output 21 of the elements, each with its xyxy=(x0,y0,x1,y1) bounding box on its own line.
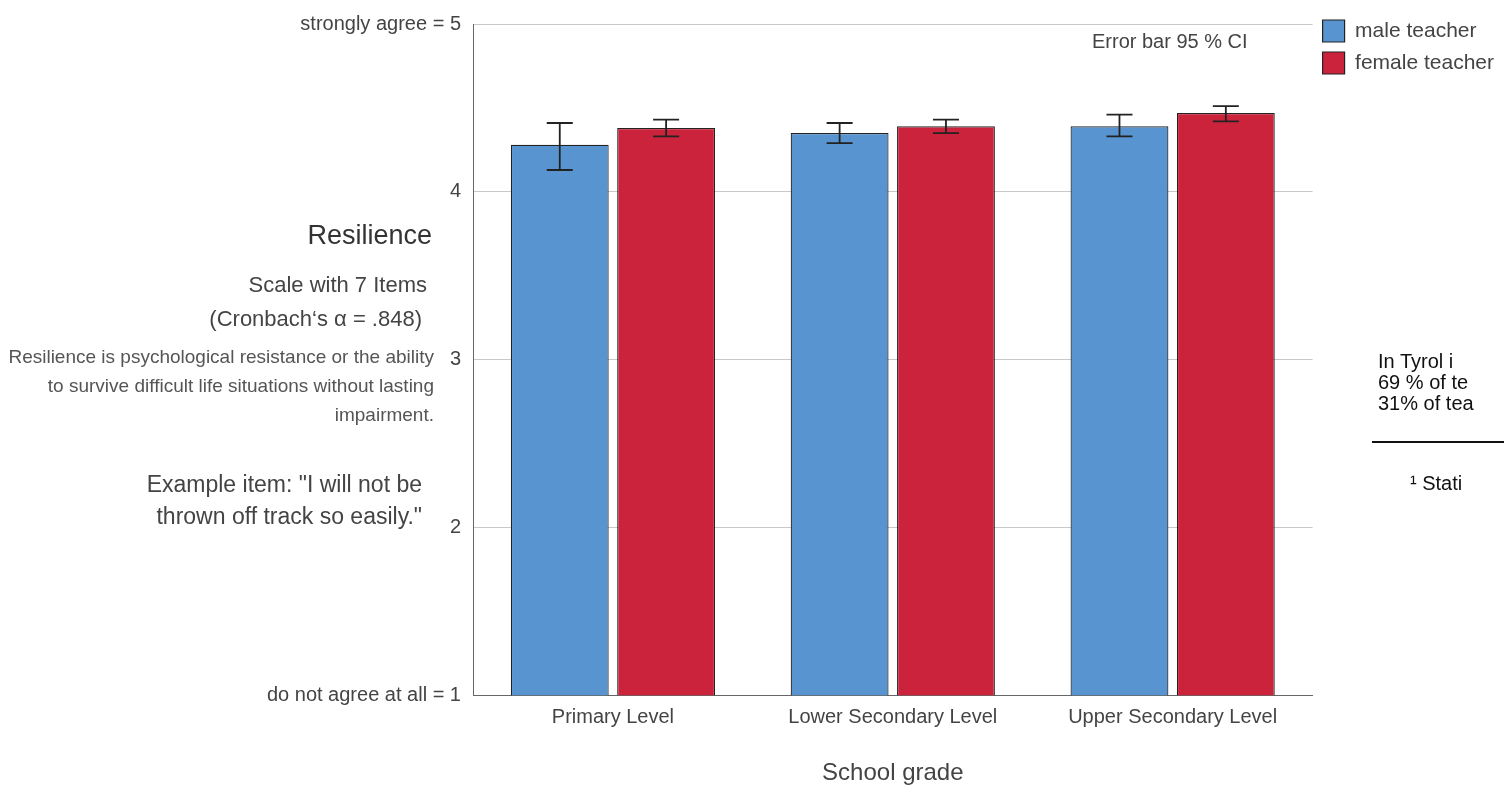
y-tick-label: 3 xyxy=(449,347,461,370)
text: Example item: "I will not be thrown off track so easily." xyxy=(145,470,422,531)
x-tick-label: Primary Level xyxy=(551,704,675,727)
y-tick-label: 4 xyxy=(449,179,461,202)
text: 31% of tea xyxy=(1378,392,1474,415)
x-tick-label: Upper Secondary Level xyxy=(1068,704,1278,727)
annotation: Error bar 95 % CI xyxy=(1092,30,1248,53)
text: (Cronbach‘s α = .848) xyxy=(209,306,422,332)
legend-label: female teacher xyxy=(1355,49,1495,73)
y-tick-label: strongly agree = 5 xyxy=(300,11,461,34)
x-tick-label: Lower Secondary Level xyxy=(788,704,998,727)
text: 69 % of te xyxy=(1378,371,1469,394)
text: Resilience is psychological resistance or the ability to survive difficult life situations without lasting impairment. xyxy=(7,345,434,427)
legend-label: male teacher xyxy=(1355,17,1477,41)
y-tick-label: do not agree at all = 1 xyxy=(266,682,461,705)
y-tick-label: 2 xyxy=(449,514,461,537)
text: Scale with 7 Items xyxy=(248,272,427,298)
x-axis-title: School grade xyxy=(822,758,964,786)
y-axis-title: Resilience xyxy=(307,220,432,251)
text: ¹ Stati xyxy=(1410,472,1463,495)
text: In Tyrol i xyxy=(1378,350,1454,373)
